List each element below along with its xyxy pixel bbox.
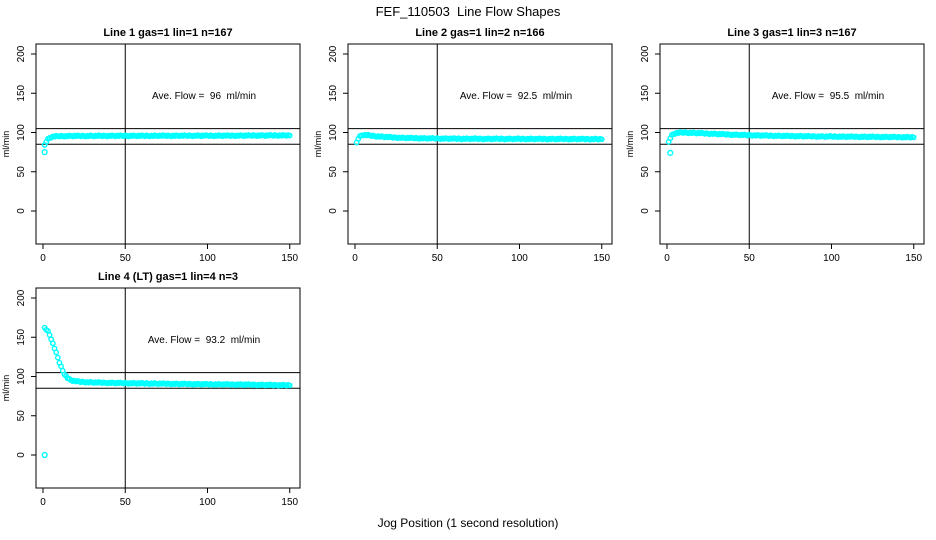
x-tick-label: 150	[281, 253, 298, 264]
x-tick-label: 0	[352, 253, 358, 264]
y-tick-label: 150	[16, 328, 27, 345]
y-tick-label: 150	[640, 84, 651, 101]
x-tick-label: 100	[823, 253, 840, 264]
ave-flow-annotation: Ave. Flow = 92.5 ml/min	[460, 91, 572, 102]
figure-title: FEF_110503 Line Flow Shapes	[375, 4, 561, 19]
plot-box	[347, 43, 613, 245]
x-tick-label: 50	[120, 497, 132, 508]
chart-line-4: 0 50 100 150 0 50 100 150 200 ml/min Line 4 (LT) g…	[1, 271, 301, 508]
chart-line-1: 0 50 100 150 0 50 100 150 200 ml/min Line 1 gas=1 …	[1, 27, 301, 264]
x-tick-label: 100	[511, 253, 528, 264]
panel-title: Line 2 gas=1 lin=2 n=166	[415, 27, 544, 39]
y-tick-label: 200	[328, 45, 339, 62]
x-tick-label: 0	[40, 497, 46, 508]
y-tick-label: 150	[328, 84, 339, 101]
outlier-point	[41, 149, 48, 156]
x-tick-label: 50	[432, 253, 444, 264]
plot-box	[659, 43, 925, 245]
y-tick-label: 100	[328, 124, 339, 141]
x-tick-label: 50	[744, 253, 756, 264]
data-point	[286, 382, 293, 389]
data-point	[910, 134, 917, 141]
y-tick-label: 50	[16, 166, 27, 178]
ave-flow-annotation: Ave. Flow = 96 ml/min	[152, 91, 256, 102]
y-tick-label: 200	[16, 289, 27, 306]
data-point	[53, 349, 60, 356]
outlier-point	[41, 451, 48, 459]
data-point	[49, 340, 56, 347]
data-point	[598, 136, 605, 143]
y-tick-label: 0	[328, 208, 339, 214]
y-tick-label: 100	[16, 368, 27, 385]
y-axis-label: ml/min	[313, 131, 323, 158]
x-tick-label: 150	[905, 253, 922, 264]
data-point	[54, 354, 61, 361]
y-tick-label: 200	[16, 45, 27, 62]
y-tick-label: 50	[640, 166, 651, 178]
x-axis-label: Jog Position (1 second resolution)	[377, 516, 559, 530]
x-tick-label: 0	[40, 253, 46, 264]
y-axis-label: ml/min	[625, 131, 635, 158]
y-tick-label: 150	[16, 84, 27, 101]
panel-title: Line 3 gas=1 lin=3 n=167	[727, 27, 856, 39]
y-axis-label: ml/min	[1, 131, 11, 158]
ave-flow-annotation: Ave. Flow = 95.5 ml/min	[772, 91, 884, 102]
x-tick-label: 100	[199, 253, 216, 264]
x-tick-label: 50	[120, 253, 132, 264]
x-tick-label: 150	[281, 497, 298, 508]
chart-line-3: 0 50 100 150 0 50 100 150 200 ml/min Line 3 gas=1 …	[625, 27, 925, 264]
x-tick-label: 0	[664, 253, 670, 264]
x-tick-label: 150	[593, 253, 610, 264]
panel-title: Line 4 (LT) gas=1 lin=4 n=3	[98, 271, 238, 283]
y-tick-label: 0	[16, 452, 27, 458]
x-tick-label: 100	[199, 497, 216, 508]
plot-box	[35, 43, 301, 245]
outlier-point	[667, 149, 674, 157]
data-point	[286, 132, 293, 139]
chart-line-2: 0 50 100 150 0 50 100 150 200 ml/min Line 2 gas=1 …	[313, 27, 613, 264]
ave-flow-annotation: Ave. Flow = 93.2 ml/min	[148, 335, 260, 346]
plot-box	[35, 287, 301, 489]
y-tick-label: 200	[640, 45, 651, 62]
y-tick-label: 100	[16, 124, 27, 141]
y-tick-label: 100	[640, 124, 651, 141]
y-tick-label: 0	[640, 208, 651, 214]
panel-title: Line 1 gas=1 lin=1 n=167	[103, 27, 232, 39]
y-tick-label: 50	[16, 410, 27, 422]
y-tick-label: 50	[328, 166, 339, 178]
y-axis-label: ml/min	[1, 375, 11, 402]
y-tick-label: 0	[16, 208, 27, 214]
